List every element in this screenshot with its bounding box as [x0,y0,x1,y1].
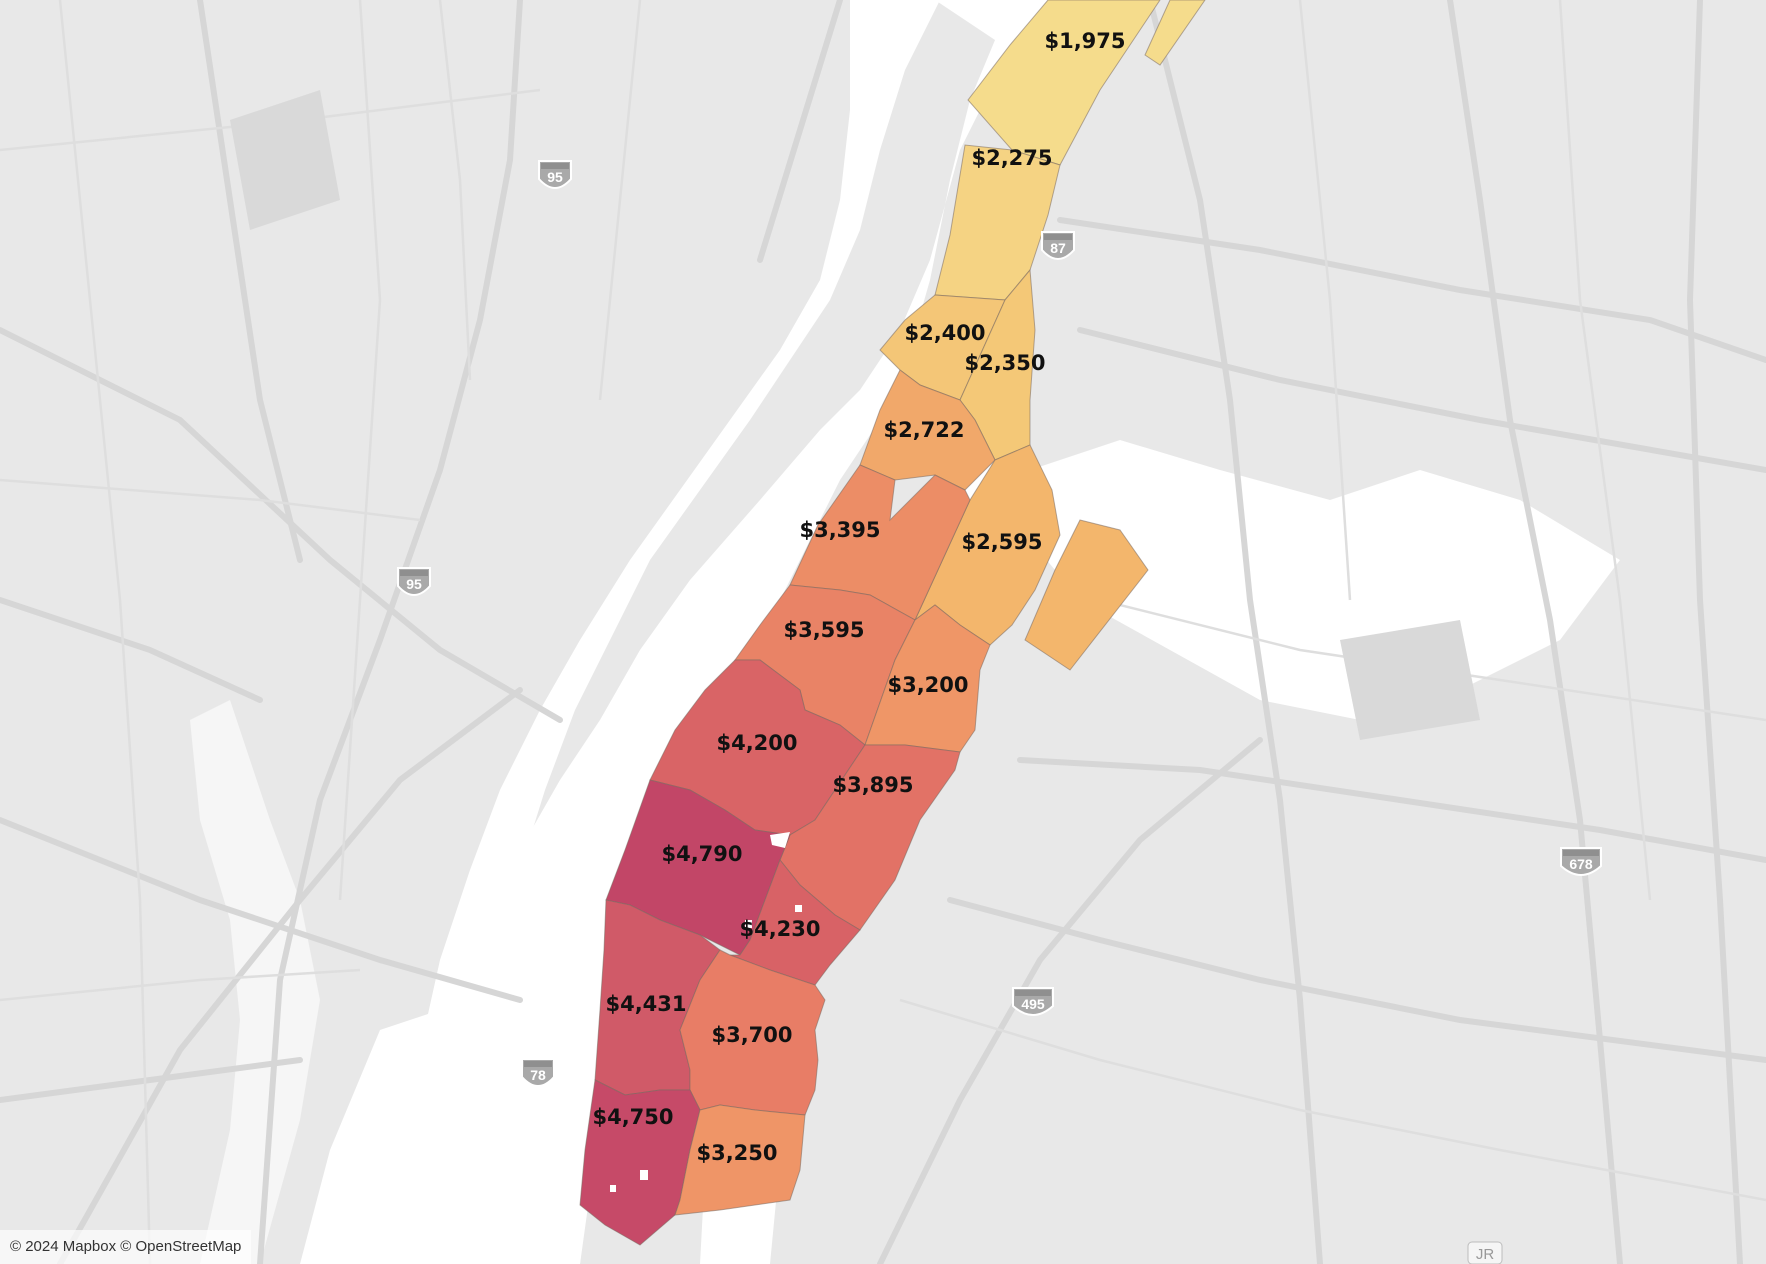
price-label-1975: $1,975 [1044,29,1125,53]
price-label-2595: $2,595 [961,530,1042,554]
interstate-95-shield-icon: 95 [538,160,572,189]
interstate-678-shield-icon: 678 [1560,847,1602,876]
price-label-3595: $3,595 [783,618,864,642]
jr-badge-label: JR [1476,1246,1495,1263]
neighborhood-1975b[interactable] [1144,0,1206,66]
neighborhood-3395[interactable] [789,464,971,621]
interstate-shield-label: 495 [1021,996,1045,1012]
interstate-shield-label: 78 [530,1067,546,1083]
highway-shield-layer: 95 95 87 678 495 78 [397,160,1602,1087]
price-label-4200: $4,200 [716,731,797,755]
interstate-shield-label: 95 [406,576,422,592]
price-label-4431: $4,431 [605,992,686,1016]
price-label-4230: $4,230 [739,917,820,941]
interstate-495-shield-icon: 495 [1012,987,1054,1016]
interstate-shield-label: 87 [1050,240,1066,256]
interstate-shield-label: 95 [547,169,563,185]
neighborhood-3200[interactable] [864,604,991,753]
price-label-4790: $4,790 [661,842,742,866]
park-holes [610,832,802,1192]
price-label-layer: $1,975 $2,275 $2,400 $2,350 $2,722 $3,395 $2,5… [592,29,1125,1165]
price-label-2275: $2,275 [971,146,1052,170]
price-label-3250: $3,250 [696,1141,777,1165]
jr-badge: JR [1467,1241,1503,1264]
map-attribution[interactable]: © 2024 Mapbox © OpenStreetMap [0,1230,252,1264]
interstate-87-shield-icon: 87 [1041,231,1075,260]
airport-layer [230,90,1480,740]
price-label-3895: $3,895 [832,773,913,797]
price-label-3700: $3,700 [711,1023,792,1047]
neighborhood-layer [579,0,1206,1246]
price-label-2400: $2,400 [904,321,985,345]
interstate-78-shield-icon: 78 [521,1058,555,1087]
interstate-95-shield-icon: 95 [397,567,431,596]
price-label-2350: $2,350 [964,351,1045,375]
interstate-shield-label: 678 [1569,856,1593,872]
neighborhood-3250[interactable] [674,1104,806,1216]
price-label-4750: $4,750 [592,1105,673,1129]
price-label-3200: $3,200 [887,673,968,697]
neighborhood-2595b[interactable] [1024,519,1149,671]
price-label-2722: $2,722 [883,418,964,442]
price-label-3395: $3,395 [799,518,880,542]
